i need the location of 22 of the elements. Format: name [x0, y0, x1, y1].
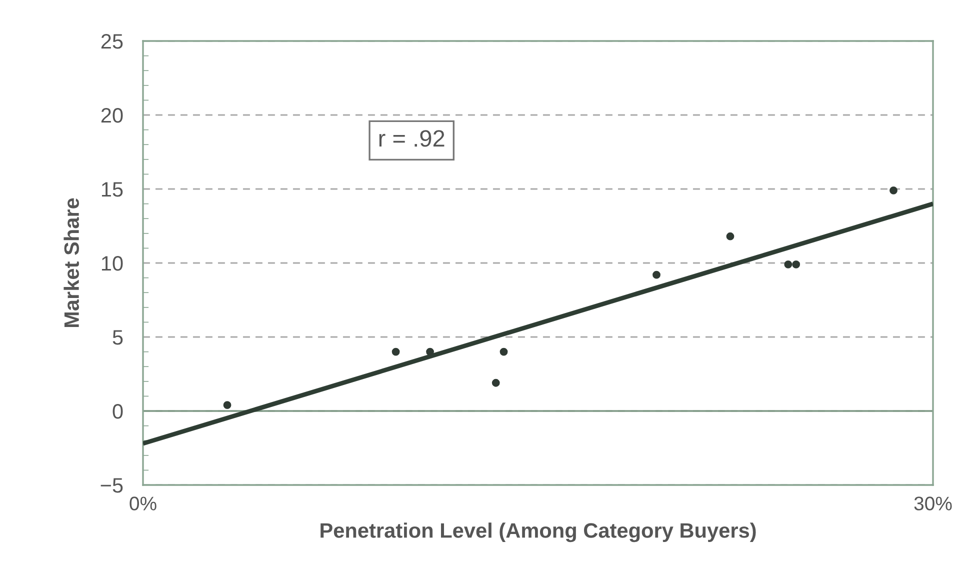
point: [726, 232, 734, 240]
y-tick-label: 25: [101, 34, 123, 49]
point: [426, 348, 434, 356]
y-tick-label: 20: [101, 108, 123, 123]
y-tick-label: −5: [100, 478, 123, 493]
y-tick-label: 10: [102, 256, 123, 271]
point: [784, 260, 792, 268]
point: [223, 401, 232, 410]
y-tick-label: 15: [102, 182, 123, 197]
x-tick-label: 0%: [130, 496, 156, 510]
annotation: r = .92: [379, 130, 444, 147]
point: [652, 270, 660, 279]
point: [792, 260, 800, 268]
point: [492, 378, 500, 387]
point: [500, 348, 508, 356]
y-axis-title: Market Share: [64, 198, 80, 328]
y-tick-label: 5: [112, 330, 123, 345]
x-axis-title: Penetration Level (Among Category Buyers): [320, 522, 756, 542]
x-tick-label: 30%: [914, 496, 952, 510]
point: [392, 348, 400, 356]
y-tick-label: 0: [112, 404, 123, 419]
point: [890, 186, 898, 194]
